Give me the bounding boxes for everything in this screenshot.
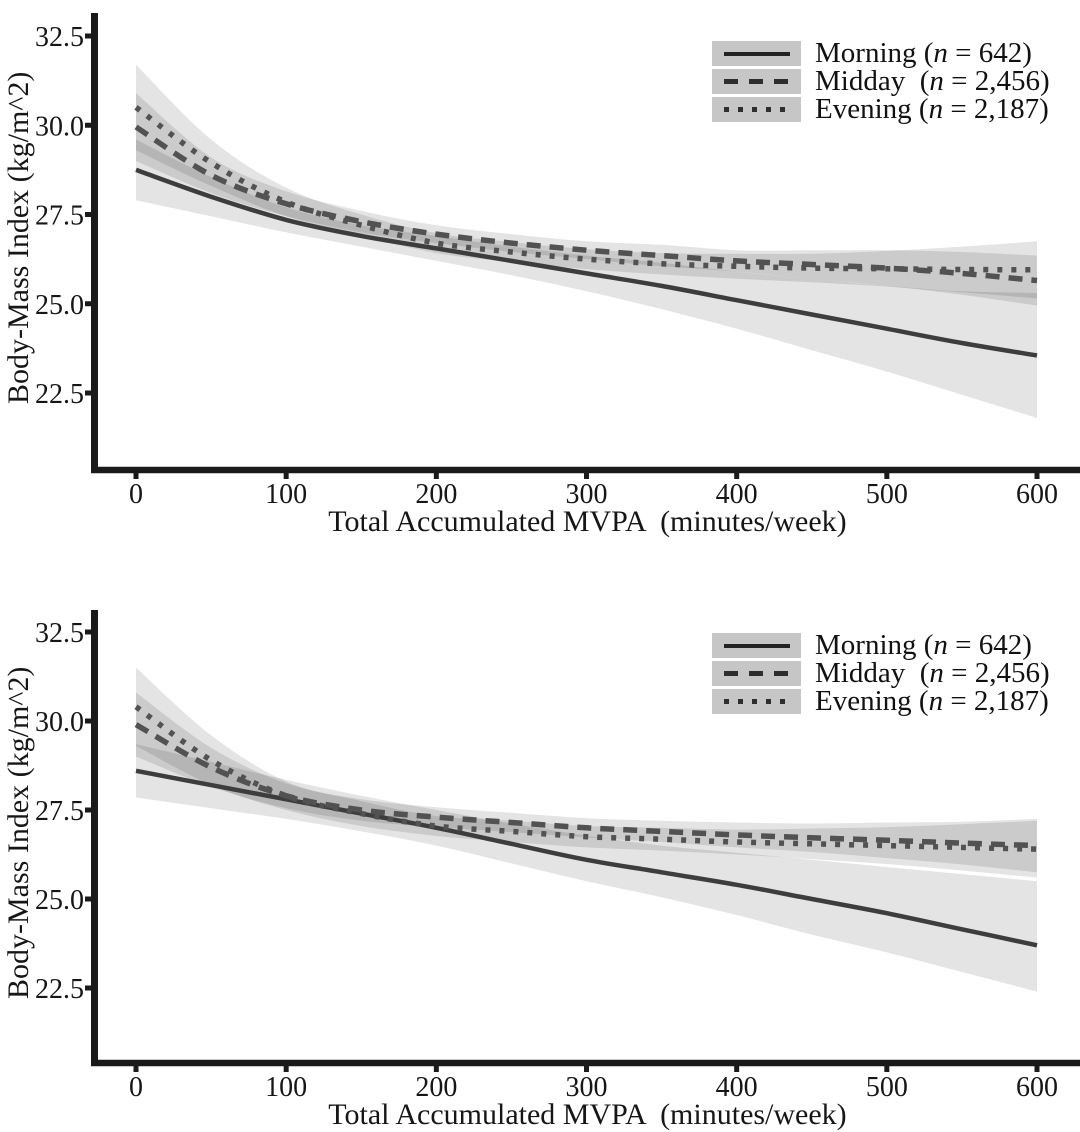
legend-key-dashed-line-icon <box>712 69 801 94</box>
legend-label-morning: Morning (n = 642) <box>815 629 1032 661</box>
y-tick-label-top: 27.5 <box>35 201 84 232</box>
y-tick-label-top: 30.0 <box>35 111 84 142</box>
y-tick-label-bottom: 32.5 <box>35 618 84 649</box>
legend-bottom: Morning (n = 642) Midday (n = 2,456) Eve… <box>712 629 1080 717</box>
midday-ci-band-bottom <box>136 692 1037 873</box>
x-tick-label-bottom: 0 <box>129 1072 143 1103</box>
legend-item-evening: Evening (n = 2,187) <box>712 685 1080 717</box>
legend-key-solid-line-icon <box>712 633 801 658</box>
x-axis-title-top: Total Accumulated MVPA (minutes/week) <box>328 505 847 538</box>
y-tick-label-bottom: 30.0 <box>35 707 84 738</box>
legend-label-morning: Morning (n = 642) <box>815 37 1032 69</box>
legend-top: Morning (n = 642) Midday (n = 2,456) Eve… <box>712 37 1080 125</box>
legend-key-dotted-line-icon <box>712 689 801 714</box>
y-tick-label-top: 22.5 <box>35 379 84 410</box>
legend-item-midday: Midday (n = 2,456) <box>712 657 1080 689</box>
x-tick-label-top: 100 <box>265 479 307 510</box>
panel-bottom-plot: 0 100 200 300 400 500 600 32.5 30.0 27.5 25.0 22.5 <box>35 610 1080 1103</box>
legend-item-evening: Evening (n = 2,187) <box>712 93 1080 125</box>
evening-ci-band-top <box>136 64 1037 299</box>
legend-label-evening: Evening (n = 2,187) <box>815 685 1049 717</box>
y-tick-label-bottom: 25.0 <box>35 885 84 916</box>
x-tick-label-top: 200 <box>415 479 457 510</box>
morning-trend-line-bottom <box>135 768 1038 948</box>
legend-key-dashed-line-icon <box>712 661 801 686</box>
y-tick-label-bottom: 22.5 <box>35 974 84 1005</box>
x-tick-label-top: 300 <box>566 479 608 510</box>
y-axis-title-bottom: Body-Mass Index (kg/m^2) <box>2 666 35 1000</box>
evening-trend-line-top <box>134 105 1038 273</box>
y-axis-title-top: Body-Mass Index (kg/m^2) <box>2 71 35 405</box>
morning-ci-band-top <box>136 139 1037 418</box>
legend-label-midday: Midday (n = 2,456) <box>815 65 1050 97</box>
legend-key-dotted-line-icon <box>712 97 801 122</box>
x-tick-label-top: 0 <box>129 479 143 510</box>
legend-item-morning: Morning (n = 642) <box>712 37 1080 69</box>
morning-trend-line-top <box>135 167 1038 358</box>
x-tick-label-top: 400 <box>716 479 758 510</box>
legend-item-morning: Morning (n = 642) <box>712 629 1080 661</box>
x-tick-label-bottom: 600 <box>1016 1072 1058 1103</box>
x-tick-label-bottom: 300 <box>566 1072 608 1103</box>
x-axis-title-bottom: Total Accumulated MVPA (minutes/week) <box>328 1098 847 1131</box>
morning-ci-band-bottom <box>136 744 1037 992</box>
x-tick-label-bottom: 400 <box>716 1072 758 1103</box>
x-tick-label-bottom: 100 <box>265 1072 307 1103</box>
evening-ci-band-bottom <box>136 667 1037 878</box>
legend-key-solid-line-icon <box>712 41 801 66</box>
y-tick-label-top: 32.5 <box>35 22 84 53</box>
x-tick-label-top: 600 <box>1016 479 1058 510</box>
y-tick-label-bottom: 27.5 <box>35 796 84 827</box>
midday-trend-line-top <box>134 124 1038 284</box>
y-tick-label-top: 25.0 <box>35 290 84 321</box>
midday-trend-line-bottom <box>134 722 1038 849</box>
legend-label-midday: Midday (n = 2,456) <box>815 657 1050 689</box>
x-tick-label-top: 500 <box>866 479 908 510</box>
legend-label-evening: Evening (n = 2,187) <box>815 93 1049 125</box>
evening-trend-line-bottom <box>134 704 1038 852</box>
x-tick-label-bottom: 200 <box>415 1072 457 1103</box>
legend-item-midday: Midday (n = 2,456) <box>712 65 1080 97</box>
panel-top-plot: 0 100 200 300 400 500 600 32.5 30.0 27.5 25.0 22.5 <box>35 13 1080 510</box>
x-tick-label-bottom: 500 <box>866 1072 908 1103</box>
midday-ci-band-top <box>136 93 1037 306</box>
